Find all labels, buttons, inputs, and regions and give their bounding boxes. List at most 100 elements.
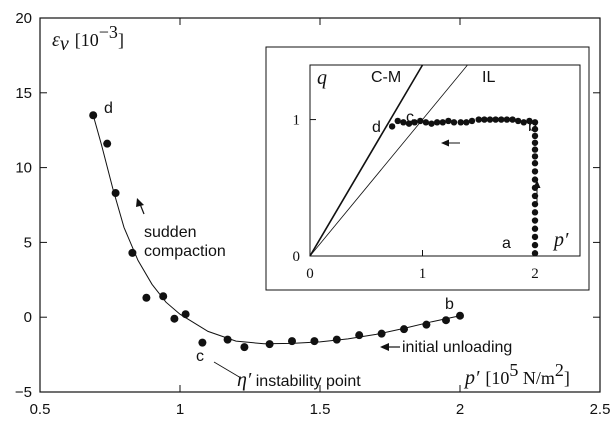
y-tick-label: −5 [15,384,32,401]
data-point [223,335,232,344]
y-tick-label: 0 [24,309,32,326]
y-tick-label: 5 [24,234,32,251]
y-tick-label: 10 [15,160,32,177]
x-label-close: ] [564,368,570,388]
inset-data-point [531,146,539,153]
inset-chart: 0 1 2 0 1 q p′ C-M IL d c b a [265,46,590,291]
inset-data-point [417,117,424,125]
label-c-inset: c [406,109,414,126]
label-b-inset: b [528,118,537,135]
inset-data-point [457,119,464,126]
inset-data-point [531,132,539,140]
label-b-main: b [445,296,454,313]
main-series-points [89,111,464,352]
inset-data-point [445,117,452,125]
instability-label: η′ instability point [237,369,361,391]
data-point [128,248,137,257]
inset-data-point [475,116,482,123]
inset-data-point [531,153,539,160]
inset-data-point [531,209,539,216]
y-tick-label: 15 [15,85,32,102]
inset-data-point [526,117,533,125]
inset-data-point [492,116,499,123]
data-point [288,337,296,346]
inset-data-point [531,250,539,257]
inset-data-point [450,119,458,126]
data-point [198,338,207,347]
y-label-unit: [10 [75,30,99,50]
inset-y-tick-label: 0 [293,249,301,265]
data-point [89,111,98,120]
label-d-main: d [104,100,113,117]
data-point [456,311,464,320]
data-point [111,189,120,198]
inset-data-point [531,217,539,224]
data-point [181,310,190,319]
data-point [442,316,450,325]
inset-data-point [428,120,435,127]
il-line [309,64,468,257]
x-label-exponent: 5 [509,360,518,380]
x-label-symbol: p′ [463,367,480,389]
y-tick-label: 20 [15,10,32,27]
inset-y-tick-label: 1 [293,113,301,129]
instability-text: instability point [251,373,361,390]
inset-data-point [394,117,401,125]
il-line-label: IL [482,69,495,86]
data-point [400,325,408,334]
main-y-axis-label: εv [10−3] [52,22,124,55]
x-tick-label: 0.5 [30,401,51,418]
data-point [240,343,249,352]
y-label-close: ] [118,30,124,50]
c-pointer-line [213,361,242,379]
x-tick-label: 1 [176,401,184,418]
inset-x-tick-label: 1 [419,266,427,282]
cm-line [309,64,424,257]
inset-data-point [400,119,407,126]
inset-data-point [531,233,539,241]
x-tick-label: 1.5 [310,401,331,418]
label-c-main: c [196,348,204,365]
main-x-axis-label: p′ [105 N/m2] [463,360,570,389]
inset-outer-frame [265,46,590,291]
inset-data-point [468,117,476,125]
inset-data-point [520,119,527,126]
unloading-arrow-icon [380,343,400,351]
sudden-label-2: compaction [144,243,226,260]
inset-data-point [422,119,430,126]
data-point [170,314,179,323]
inset-data-point [481,116,488,123]
inset-data-point [498,116,505,123]
data-point [355,331,364,340]
x-tick-label: 2.5 [590,401,611,418]
data-point [310,337,319,346]
inset-data-point [463,119,470,126]
data-point [265,340,274,349]
data-point [377,329,386,338]
inset-data-point [486,116,494,123]
y-label-exponent: −3 [99,22,118,42]
inset-data-point [531,119,539,126]
inset-data-point [531,241,539,249]
inset-data-point [388,123,396,130]
inset-data-point [531,139,539,146]
x-tick-label: 2 [456,401,464,418]
y-label-symbol: ε [52,29,60,51]
inset-data-point [509,116,516,123]
inset-plot-frame [309,64,581,257]
data-point [332,335,341,344]
inset-data-point [531,168,539,175]
inset-x-tick-label: 0 [306,266,314,282]
inset-reference-lines [309,64,468,257]
y-label-subscript: v [60,33,69,55]
eta-symbol: η′ [237,369,252,391]
x-label-unit: [10 [485,368,509,388]
inset-x-tick-label: 2 [531,266,539,282]
inset-x-axis-label: p′ [552,229,569,251]
label-d-inset: d [372,119,381,136]
data-point [142,293,151,302]
label-a-inset: a [502,235,511,252]
inset-y-axis-label: q [317,67,327,89]
inset-data-point [531,200,539,208]
inset-data-point [503,116,511,123]
